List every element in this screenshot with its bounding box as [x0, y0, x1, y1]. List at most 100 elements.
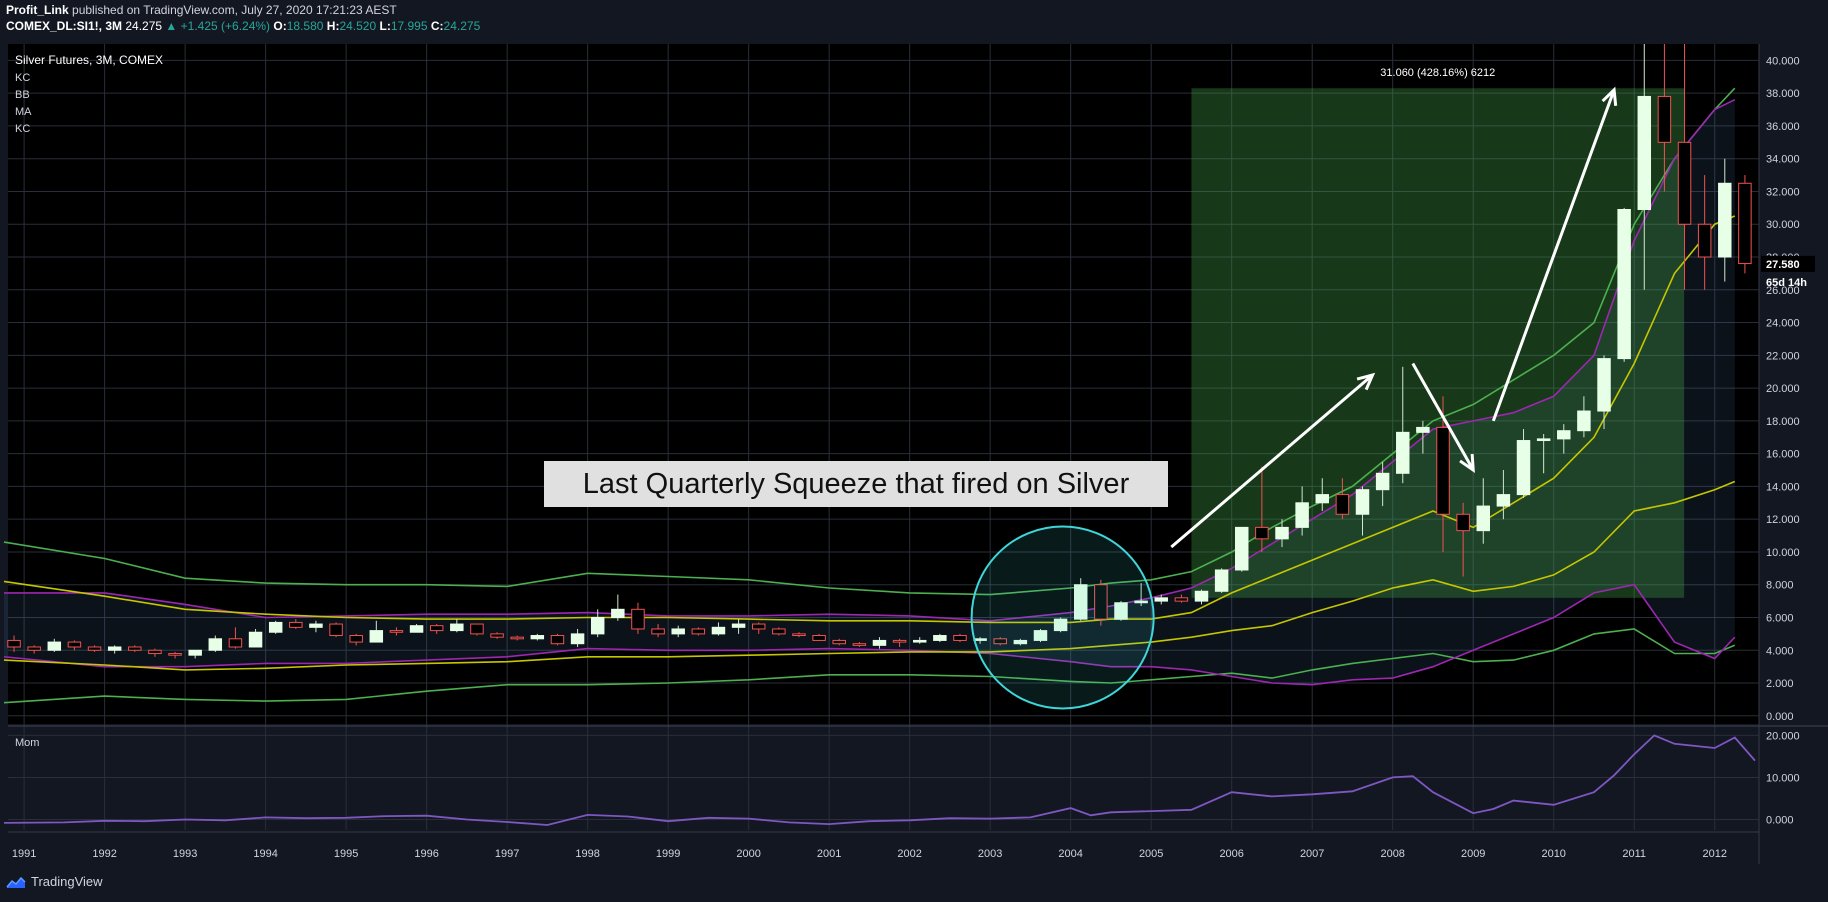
last-price: 24.275	[125, 19, 163, 33]
series-ma	[3, 215, 1736, 624]
candle	[1134, 583, 1148, 607]
candle-body	[409, 625, 424, 633]
price-tick-label: 38.000	[1766, 88, 1800, 100]
candle-body	[1577, 410, 1591, 432]
publish-line: Profit_Link published on TradingView.com…	[6, 3, 397, 17]
candle	[1375, 461, 1390, 507]
candle-body	[1094, 584, 1108, 620]
time-tick-label: 2003	[978, 848, 1002, 860]
time-tick-label: 2012	[1702, 848, 1726, 860]
candle-body	[671, 628, 685, 635]
time-axis[interactable]: 1991 1992 1993 1994 1995 1996 1997 1998 1999 2000…	[12, 848, 1727, 860]
candle	[1617, 207, 1631, 362]
momentum-title[interactable]: Mom	[15, 737, 39, 749]
candle	[148, 648, 162, 657]
time-tick-label: 2008	[1380, 848, 1404, 860]
candle	[510, 635, 524, 641]
arrow-head	[1356, 372, 1376, 391]
candle-body	[550, 635, 565, 645]
candle-body	[912, 639, 927, 643]
time-tick-label: 2004	[1058, 848, 1082, 860]
candle-body	[1637, 95, 1652, 210]
symbol-name[interactable]: COMEX_DL:SI1!, 3M	[6, 19, 123, 33]
candle	[691, 627, 706, 636]
price-tick-label: 0.000	[1766, 711, 1794, 723]
candle-body	[1194, 590, 1209, 602]
footer-brand[interactable]: TradingView	[6, 874, 103, 889]
price-tick-label: 16.000	[1766, 449, 1800, 461]
candle	[389, 627, 404, 636]
candle	[87, 645, 102, 652]
price-tick-label: 4.000	[1766, 645, 1794, 657]
candle-body	[1154, 597, 1168, 602]
candle-body	[1456, 513, 1470, 532]
publish-info: published on TradingView.com, July 27, 2…	[72, 3, 397, 17]
candle-body	[309, 623, 323, 628]
trend-arrows	[1170, 86, 1618, 549]
candle-body	[1013, 639, 1028, 645]
candle	[1033, 628, 1048, 643]
candle	[208, 635, 223, 652]
candle	[268, 620, 283, 634]
legend-indicator-kc-2[interactable]: KC	[15, 123, 30, 135]
candle	[1355, 486, 1370, 536]
price-tick-label: 8.000	[1766, 580, 1794, 592]
arrow-head	[1601, 86, 1618, 106]
candle-body	[1496, 494, 1511, 507]
candle	[1295, 486, 1309, 536]
legend-indicator-kc[interactable]: KC	[15, 72, 30, 84]
candle	[490, 632, 504, 639]
candle-body	[248, 631, 263, 648]
legend-indicator-bb[interactable]: BB	[15, 89, 30, 101]
candle-body	[631, 608, 645, 630]
series-kc_lower	[3, 583, 1736, 686]
candle	[168, 651, 182, 659]
price-tick-label: 36.000	[1766, 121, 1800, 133]
candle-body	[168, 653, 182, 656]
candle-body	[289, 621, 303, 628]
candle	[128, 645, 142, 652]
candle-body	[1275, 526, 1289, 540]
candles	[7, 44, 1752, 659]
time-tick-label: 2002	[897, 848, 921, 860]
candle	[1315, 478, 1329, 511]
candle	[248, 628, 263, 648]
candle-body	[1375, 472, 1390, 491]
candle-body	[228, 638, 243, 648]
candle-body	[832, 639, 846, 645]
candle-body	[711, 626, 726, 635]
candle	[671, 625, 685, 638]
candle	[47, 638, 62, 652]
candle-body	[47, 641, 62, 651]
price-tick-label: 20.000	[1766, 383, 1800, 395]
time-tick-label: 1993	[173, 848, 197, 860]
candle-body	[691, 628, 706, 635]
candle	[590, 609, 605, 638]
series-bb_upper	[3, 87, 1736, 596]
momentum-axis[interactable]: 20.000 10.000 0.000	[1766, 730, 1800, 826]
candle	[1496, 470, 1511, 520]
candle-body	[1738, 182, 1752, 265]
candle-body	[792, 633, 806, 637]
price-axis[interactable]: 40.00038.00036.00034.00032.00030.00028.0…	[1766, 55, 1800, 722]
legend-indicator-ma[interactable]: MA	[15, 106, 32, 118]
candle	[1718, 158, 1732, 282]
symbol-line: COMEX_DL:SI1!, 3M 24.275 ▲ +1.425 (+6.24…	[6, 19, 480, 33]
candle-body	[1053, 618, 1068, 632]
price-tick-label: 30.000	[1766, 219, 1800, 231]
candle-body	[953, 635, 967, 641]
open-value: 18.580	[286, 19, 324, 33]
candle-body	[1416, 426, 1430, 433]
candle-body	[389, 630, 404, 633]
candle	[1275, 519, 1289, 548]
candle-body	[892, 639, 907, 643]
candle	[611, 594, 625, 621]
trend-arrow	[1411, 362, 1475, 474]
candle	[1174, 594, 1189, 603]
candle	[1416, 420, 1430, 454]
annotation-box[interactable]	[544, 461, 1168, 507]
author-name[interactable]: Profit_Link	[6, 3, 69, 17]
candle	[1637, 44, 1652, 290]
